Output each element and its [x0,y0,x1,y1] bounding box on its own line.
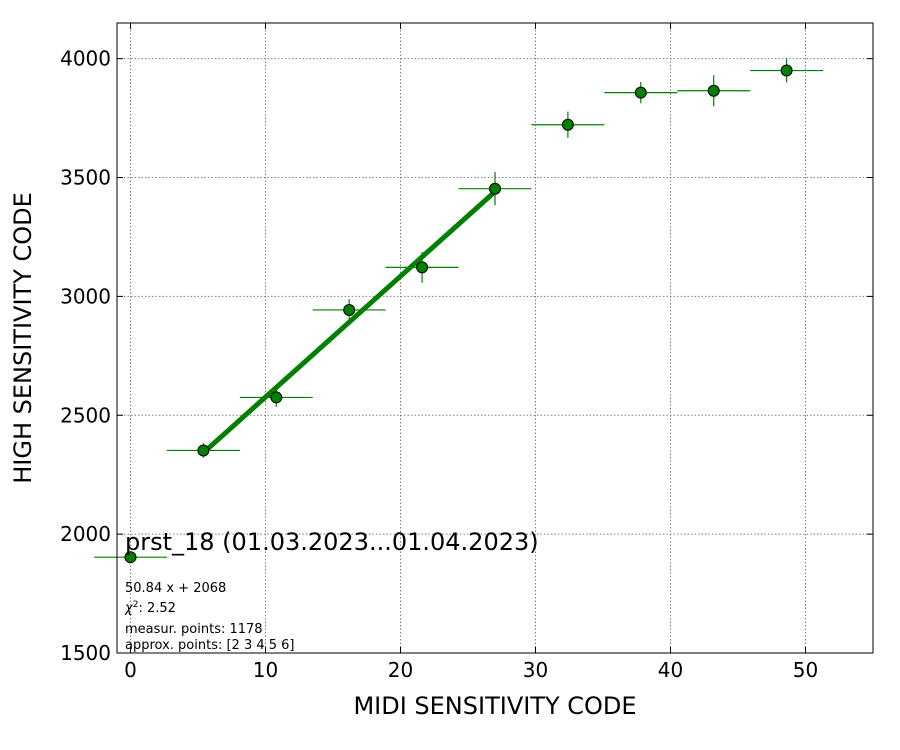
fit-line-group [201,189,497,455]
annotation-measur-points: measur. points: 1178 [125,622,263,637]
data-point [489,182,501,195]
annotation-chi2: χ2: 2.52 [124,600,176,616]
y-tick-label: 3000 [60,284,111,308]
annotation-approx-points: approx. points: [2 3 4 5 6] [125,638,295,653]
plot-frame [116,22,874,654]
data-point [780,64,793,77]
y-tick-label: 3500 [60,166,111,190]
annotation-title: prst_18 (01.03.2023...01.04.2023) [125,528,539,556]
data-point [707,84,720,97]
axis-ticks: 0 10 20 30 40 50 1500 2000 2500 3000 3500 4000 [60,23,873,682]
x-tick-label: 0 [124,658,137,682]
data-point [270,391,283,404]
data-point [416,261,429,274]
x-tick-label: 30 [523,658,548,682]
chi2-superscript: 2 [133,600,139,610]
y-tick-label: 2000 [60,522,111,546]
chi2-value: : 2.52 [138,601,175,616]
chi2-symbol: χ [124,601,134,616]
x-tick-label: 10 [253,658,278,682]
y-axis-label: HIGH SENSITIVITY CODE [9,192,37,484]
data-points [124,64,793,564]
data-point [124,551,137,564]
grid [117,23,873,653]
y-tick-label: 2500 [60,403,111,427]
data-point [561,118,574,131]
error-bars [94,58,824,558]
y-tick-label: 1500 [60,641,111,665]
data-point [343,303,356,316]
y-tick-label: 4000 [60,47,111,71]
x-tick-label: 50 [793,658,818,682]
data-point [634,86,647,99]
data-point [197,444,210,457]
x-tick-label: 40 [658,658,683,682]
fit-line [201,189,497,455]
annotation-equation: 50.84 x + 2068 [125,581,226,596]
x-tick-label: 20 [388,658,413,682]
x-axis-label: MIDI SENSITIVITY CODE [353,692,636,720]
